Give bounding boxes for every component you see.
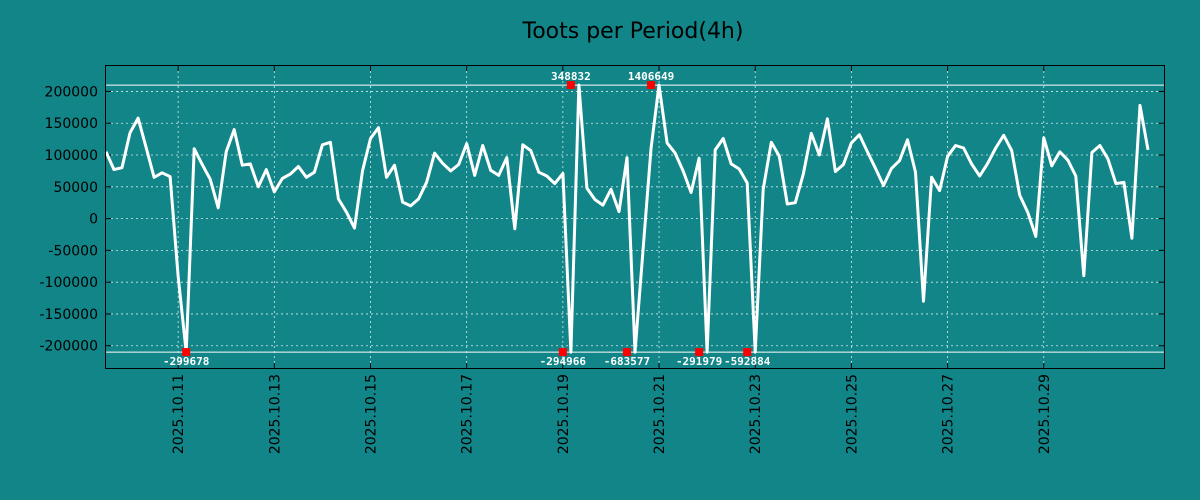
clipped-value-label: -299678 [163,355,209,368]
x-tick-label: 2025.10.19 [556,374,572,454]
series-line-toots [104,83,1150,354]
x-tick-label: 2025.10.29 [1037,374,1053,454]
y-tick-label: 200000 [45,84,98,100]
y-axis: 200000 150000 100000 50000 0 -50000 -100000 -15… [40,84,1164,355]
x-tick-label: 2025.10.27 [941,374,957,454]
y-tick-label: -50000 [48,243,98,259]
clipped-marker [695,348,704,357]
x-tick-label: 2025.10.25 [844,374,860,454]
clipped-value-label: -592884 [724,355,771,368]
clipped-marker [622,348,631,357]
plot-frame [105,65,1165,369]
y-tick-label: 50000 [53,180,98,196]
chart-title: Toots per Period(4h) [522,19,744,44]
clipped-markers: -299678 -294966 348832 -683577 1406649 -29197… [163,70,771,368]
y-tick-label: -150000 [40,307,99,323]
clipped-marker [558,348,567,357]
x-tick-label: 2025.10.11 [171,374,187,454]
clipped-value-label: -291979 [676,355,722,368]
clipped-value-label: -683577 [604,355,650,368]
x-tick-label: 2025.10.21 [652,374,668,454]
y-tick-label: -200000 [40,339,99,355]
grid [106,66,1164,368]
y-tick-label: 150000 [45,116,98,132]
x-tick-label: 2025.10.15 [364,374,380,454]
x-tick-label: 2025.10.23 [748,374,764,454]
clipped-value-label: -294966 [540,355,587,368]
clipped-marker [743,348,752,357]
clipped-value-label: 348832 [551,70,591,83]
x-tick-label: 2025.10.13 [267,374,283,454]
clipped-marker [566,81,575,90]
clipped-marker [182,348,191,357]
y-tick-label: -100000 [40,275,99,291]
clip-band-lines [106,84,1164,353]
clipped-value-label: 1406649 [628,70,674,83]
clipped-marker [647,81,656,90]
x-axis: 2025.10.11 2025.10.13 2025.10.15 2025.10.17… [171,66,1053,454]
x-tick-label: 2025.10.17 [460,374,476,454]
y-tick-label: 0 [89,212,98,228]
y-tick-label: 100000 [45,148,98,164]
